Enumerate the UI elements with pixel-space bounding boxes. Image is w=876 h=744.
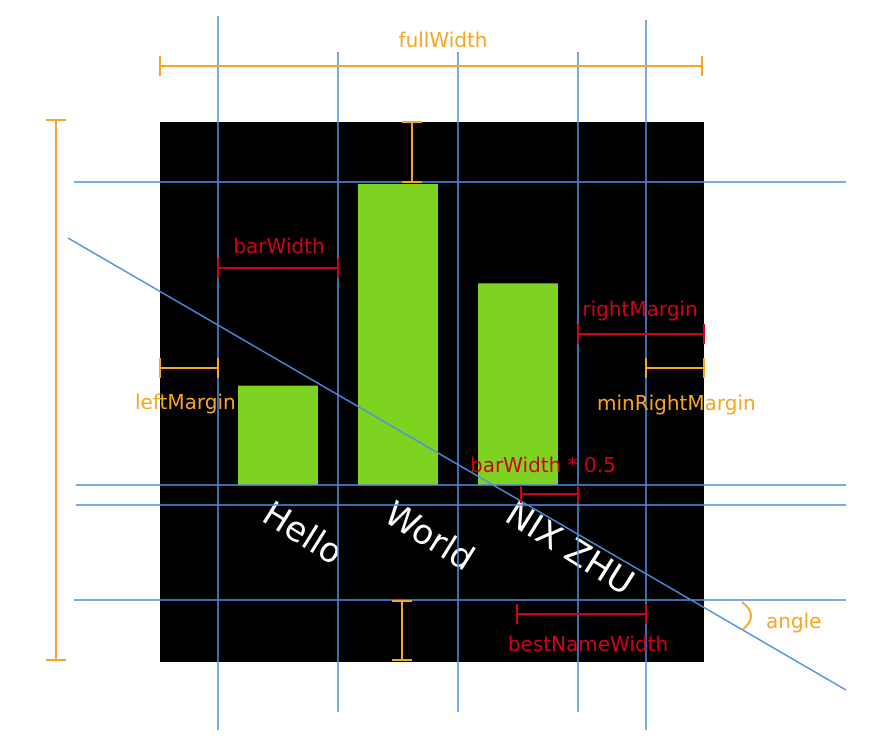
right-margin-label: rightMargin: [582, 297, 697, 321]
angle-label: angle: [766, 609, 822, 633]
half-bar-width-marker: [520, 485, 579, 503]
bar-world: [358, 184, 438, 485]
min-right-margin-label: minRightMargin: [597, 391, 756, 415]
best-name-width-marker: [516, 604, 647, 624]
bottom-margin-marker: [392, 600, 412, 661]
measure-markers: [217, 258, 705, 624]
right-margin-marker: [577, 324, 705, 344]
dimension-markers: [46, 56, 752, 661]
top-margin-marker: [402, 121, 422, 183]
best-name-width-label: bestNameWidth: [508, 632, 668, 656]
half-bar-width-label: barWidth * 0.5: [470, 453, 616, 477]
bar-width-marker: [217, 258, 339, 278]
bar-hello: [238, 385, 318, 485]
left-margin-marker: [159, 358, 219, 378]
full-width-label: fullWidth: [399, 28, 488, 52]
left-margin-label: leftMargin: [135, 390, 236, 414]
full-height-marker: [46, 119, 66, 661]
min-right-margin-marker: [645, 358, 705, 378]
bar-nix-zhu: [478, 283, 558, 485]
angle-arc: [741, 601, 752, 631]
guide-diagonal-angle: [67, 237, 847, 691]
bars: [238, 184, 558, 485]
full-width-marker: [159, 56, 703, 76]
bar-width-label: barWidth: [233, 234, 324, 258]
